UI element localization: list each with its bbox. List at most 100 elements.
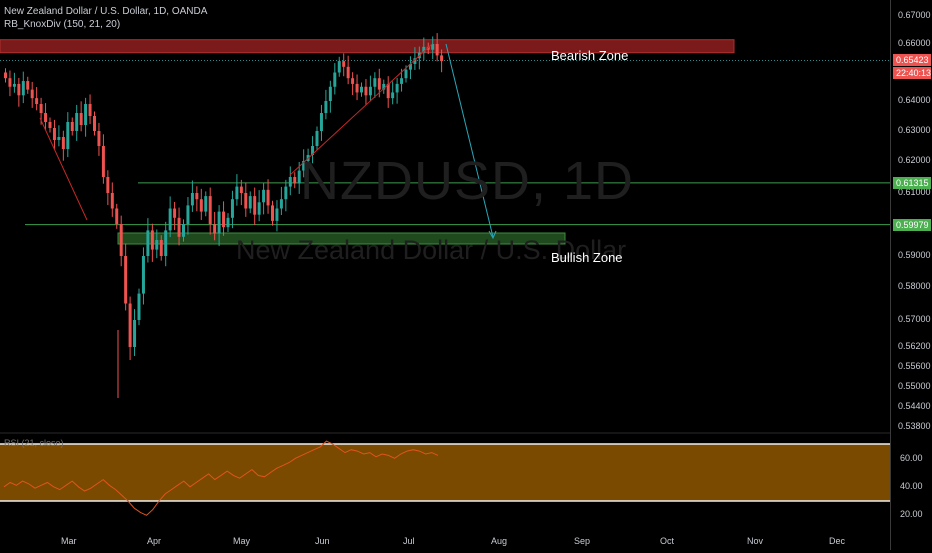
candle — [440, 55, 444, 62]
time-label: Nov — [747, 536, 764, 546]
candle — [355, 83, 359, 93]
candle — [177, 217, 181, 237]
candle — [351, 78, 355, 84]
candle — [328, 86, 332, 101]
candle — [141, 256, 145, 294]
candle — [21, 81, 25, 96]
candle — [199, 199, 203, 212]
price-axis[interactable]: 0.67000 0.66000 0.64000 0.63000 0.62000 0.610… — [890, 0, 932, 550]
candle — [311, 146, 315, 155]
candle — [88, 104, 92, 116]
candle — [253, 196, 257, 215]
candle — [239, 186, 243, 193]
price-tick: 0.53800 — [898, 421, 931, 431]
candle — [422, 46, 426, 53]
candle — [395, 83, 399, 93]
candle — [182, 224, 185, 237]
price-tick: 0.62000 — [898, 155, 931, 165]
candle — [106, 177, 110, 193]
candle — [408, 63, 412, 70]
candle — [360, 86, 363, 93]
candle — [128, 303, 132, 347]
time-label: Oct — [660, 536, 675, 546]
candle — [70, 122, 74, 131]
price-tick: 0.64000 — [898, 95, 931, 105]
candle — [79, 113, 83, 125]
time-label: May — [233, 536, 251, 546]
candle — [155, 240, 159, 250]
candle — [124, 256, 128, 304]
current-price-badge: 0.65423 — [893, 54, 931, 67]
candle — [133, 320, 137, 347]
price-tick: 0.61000 — [898, 187, 931, 197]
countdown-badge: 22:40:13 — [893, 67, 931, 80]
candle — [333, 72, 337, 87]
price-tick: 0.55600 — [898, 361, 931, 371]
indicator-label[interactable]: RB_KnoxDiv (150, 21, 20) — [4, 19, 121, 30]
candle — [12, 83, 16, 87]
candle — [39, 104, 43, 113]
candle — [186, 205, 190, 224]
candle — [297, 170, 301, 184]
candle — [431, 44, 435, 50]
trend-line-down — [39, 117, 88, 221]
candle — [230, 199, 234, 218]
rsi-tick: 20.00 — [900, 509, 923, 519]
projection-arrowhead — [488, 230, 497, 240]
projection-arrow — [445, 43, 494, 238]
candle — [319, 113, 323, 131]
candle — [413, 58, 417, 64]
price-tick: 0.63000 — [898, 125, 931, 135]
price-tick: 0.55000 — [898, 381, 931, 391]
time-label: Apr — [147, 536, 162, 546]
candle — [248, 196, 252, 209]
candle — [271, 205, 274, 221]
trend-line-up — [289, 43, 433, 176]
candle — [404, 69, 408, 79]
bearish-zone-box — [0, 39, 735, 54]
candle — [137, 293, 141, 320]
candle — [93, 116, 96, 131]
rsi-title: RSI (21, close) — [4, 438, 64, 448]
price-tick: 0.67000 — [898, 10, 931, 20]
candle — [97, 131, 101, 146]
bullish-zone-label: Bullish Zone — [551, 250, 623, 265]
candle — [235, 186, 239, 200]
candle — [4, 72, 7, 79]
price-tick: 0.57000 — [898, 314, 931, 324]
rsi-tick: 40.00 — [900, 481, 923, 491]
candle — [275, 208, 279, 221]
candle — [84, 104, 88, 125]
candle — [400, 78, 404, 84]
candle — [119, 224, 123, 256]
candle — [44, 113, 48, 122]
time-label: Dec — [829, 536, 846, 546]
rsi-line — [3, 440, 439, 516]
candle — [164, 230, 168, 256]
candle — [190, 193, 194, 206]
candle — [35, 98, 39, 104]
level-upper-badge: 0.61315 — [893, 176, 931, 189]
price-tick: 0.59000 — [898, 250, 931, 260]
candle — [159, 240, 163, 256]
candle — [266, 189, 270, 206]
candle — [257, 202, 261, 215]
candle — [75, 113, 79, 131]
symbol-title[interactable]: New Zealand Dollar / U.S. Dollar, 1D, OA… — [4, 6, 208, 17]
candle — [48, 122, 52, 128]
candle — [168, 208, 172, 231]
candle — [342, 61, 346, 67]
candle — [364, 86, 368, 96]
chart-header: New Zealand Dollar / U.S. Dollar, 1D, OA… — [4, 5, 207, 31]
candle — [208, 196, 212, 224]
candle — [30, 89, 34, 99]
candle — [324, 101, 328, 113]
price-tick: 0.56200 — [898, 341, 931, 351]
time-label: Mar — [61, 536, 77, 546]
candle — [57, 137, 61, 140]
candle — [110, 193, 114, 209]
candle — [195, 193, 199, 200]
price-tick: 0.54400 — [898, 401, 931, 411]
